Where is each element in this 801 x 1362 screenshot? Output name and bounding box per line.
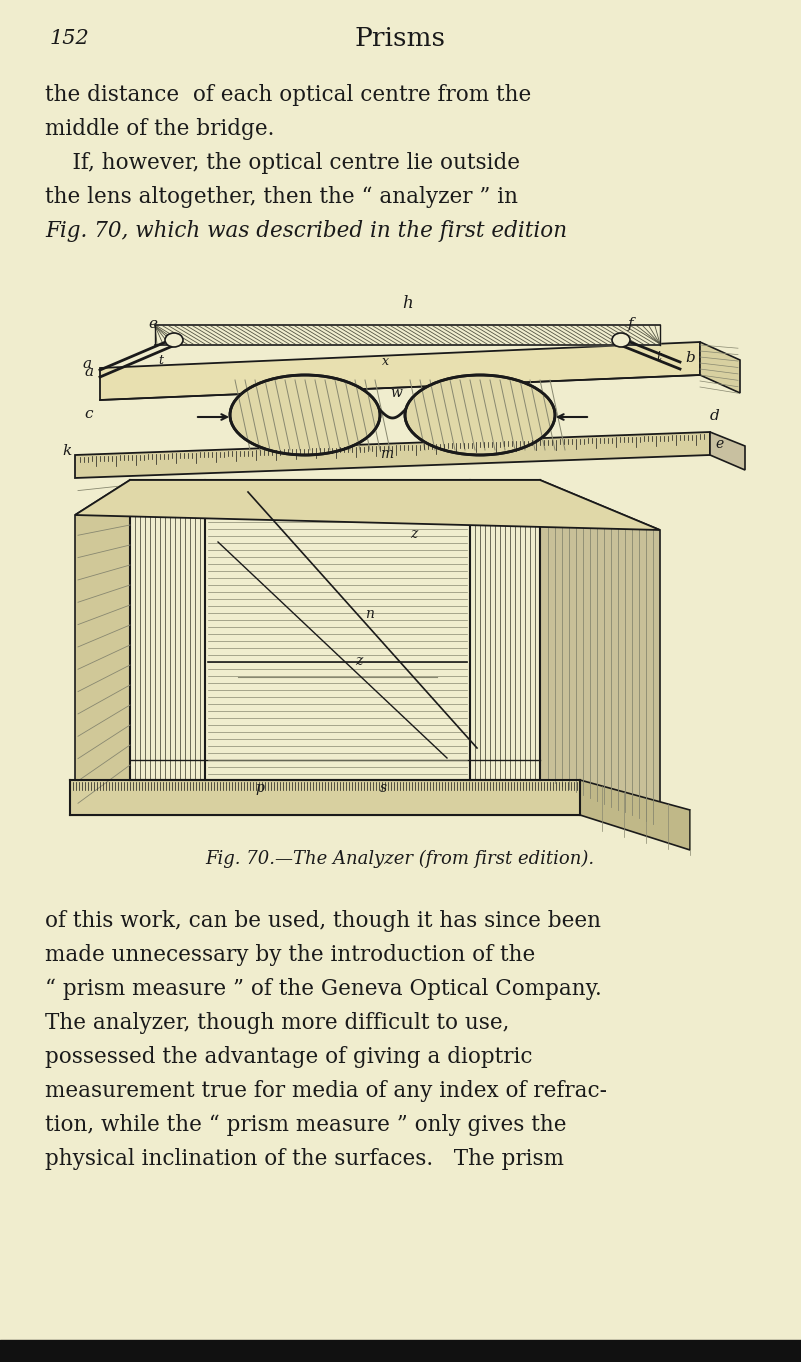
Polygon shape: [580, 780, 690, 850]
Ellipse shape: [165, 332, 183, 347]
Text: e: e: [715, 437, 723, 451]
Text: the lens altogether, then the “ analyzer ” in: the lens altogether, then the “ analyzer…: [45, 187, 518, 208]
Text: middle of the bridge.: middle of the bridge.: [45, 118, 275, 140]
Polygon shape: [70, 780, 580, 814]
Polygon shape: [155, 326, 660, 345]
Text: Prisms: Prisms: [355, 26, 445, 50]
Ellipse shape: [230, 375, 380, 455]
Text: z: z: [355, 654, 362, 667]
Text: 152: 152: [50, 29, 90, 48]
Text: measurement true for media of any index of refrac-: measurement true for media of any index …: [45, 1080, 607, 1102]
Polygon shape: [75, 432, 710, 478]
Text: “ prism measure ” of the Geneva Optical Company.: “ prism measure ” of the Geneva Optical …: [45, 978, 602, 1000]
Ellipse shape: [405, 375, 555, 455]
Text: c: c: [84, 407, 92, 421]
Text: x: x: [382, 355, 389, 368]
Text: t: t: [656, 350, 661, 364]
Text: b: b: [685, 351, 694, 365]
Text: tion, while the “ prism measure ” only gives the: tion, while the “ prism measure ” only g…: [45, 1114, 566, 1136]
Text: physical inclination of the surfaces.   The prism: physical inclination of the surfaces. Th…: [45, 1148, 564, 1170]
Text: a: a: [82, 357, 91, 370]
Text: of this work, can be used, though it has since been: of this work, can be used, though it has…: [45, 910, 601, 932]
Polygon shape: [540, 479, 660, 829]
Text: e: e: [148, 317, 157, 331]
Text: s: s: [380, 780, 387, 795]
Text: m: m: [380, 447, 393, 460]
Text: The analyzer, though more difficult to use,: The analyzer, though more difficult to u…: [45, 1012, 509, 1034]
Text: made unnecessary by the introduction of the: made unnecessary by the introduction of …: [45, 944, 535, 966]
Text: d: d: [710, 409, 720, 424]
Polygon shape: [75, 479, 130, 814]
Polygon shape: [700, 342, 740, 394]
Ellipse shape: [612, 332, 630, 347]
Text: h: h: [403, 296, 413, 312]
Text: the distance  of each optical centre from the: the distance of each optical centre from…: [45, 84, 531, 106]
Text: possessed the advantage of giving a dioptric: possessed the advantage of giving a diop…: [45, 1046, 533, 1068]
Text: n: n: [365, 607, 374, 621]
Text: t: t: [158, 354, 163, 366]
Polygon shape: [208, 482, 467, 778]
Text: a: a: [84, 365, 93, 379]
Text: Fig. 70, which was described in the first edition: Fig. 70, which was described in the firs…: [45, 221, 567, 242]
Polygon shape: [100, 342, 700, 400]
Text: k: k: [62, 444, 71, 458]
Text: z: z: [410, 527, 417, 541]
Polygon shape: [710, 432, 745, 470]
Text: Fig. 70.—The Analyzer (from first edition).: Fig. 70.—The Analyzer (from first editio…: [205, 850, 594, 868]
Text: f: f: [628, 317, 634, 331]
Polygon shape: [75, 479, 660, 530]
Text: If, however, the optical centre lie outside: If, however, the optical centre lie outs…: [45, 153, 520, 174]
Text: w: w: [390, 385, 402, 400]
Text: p: p: [255, 780, 264, 795]
